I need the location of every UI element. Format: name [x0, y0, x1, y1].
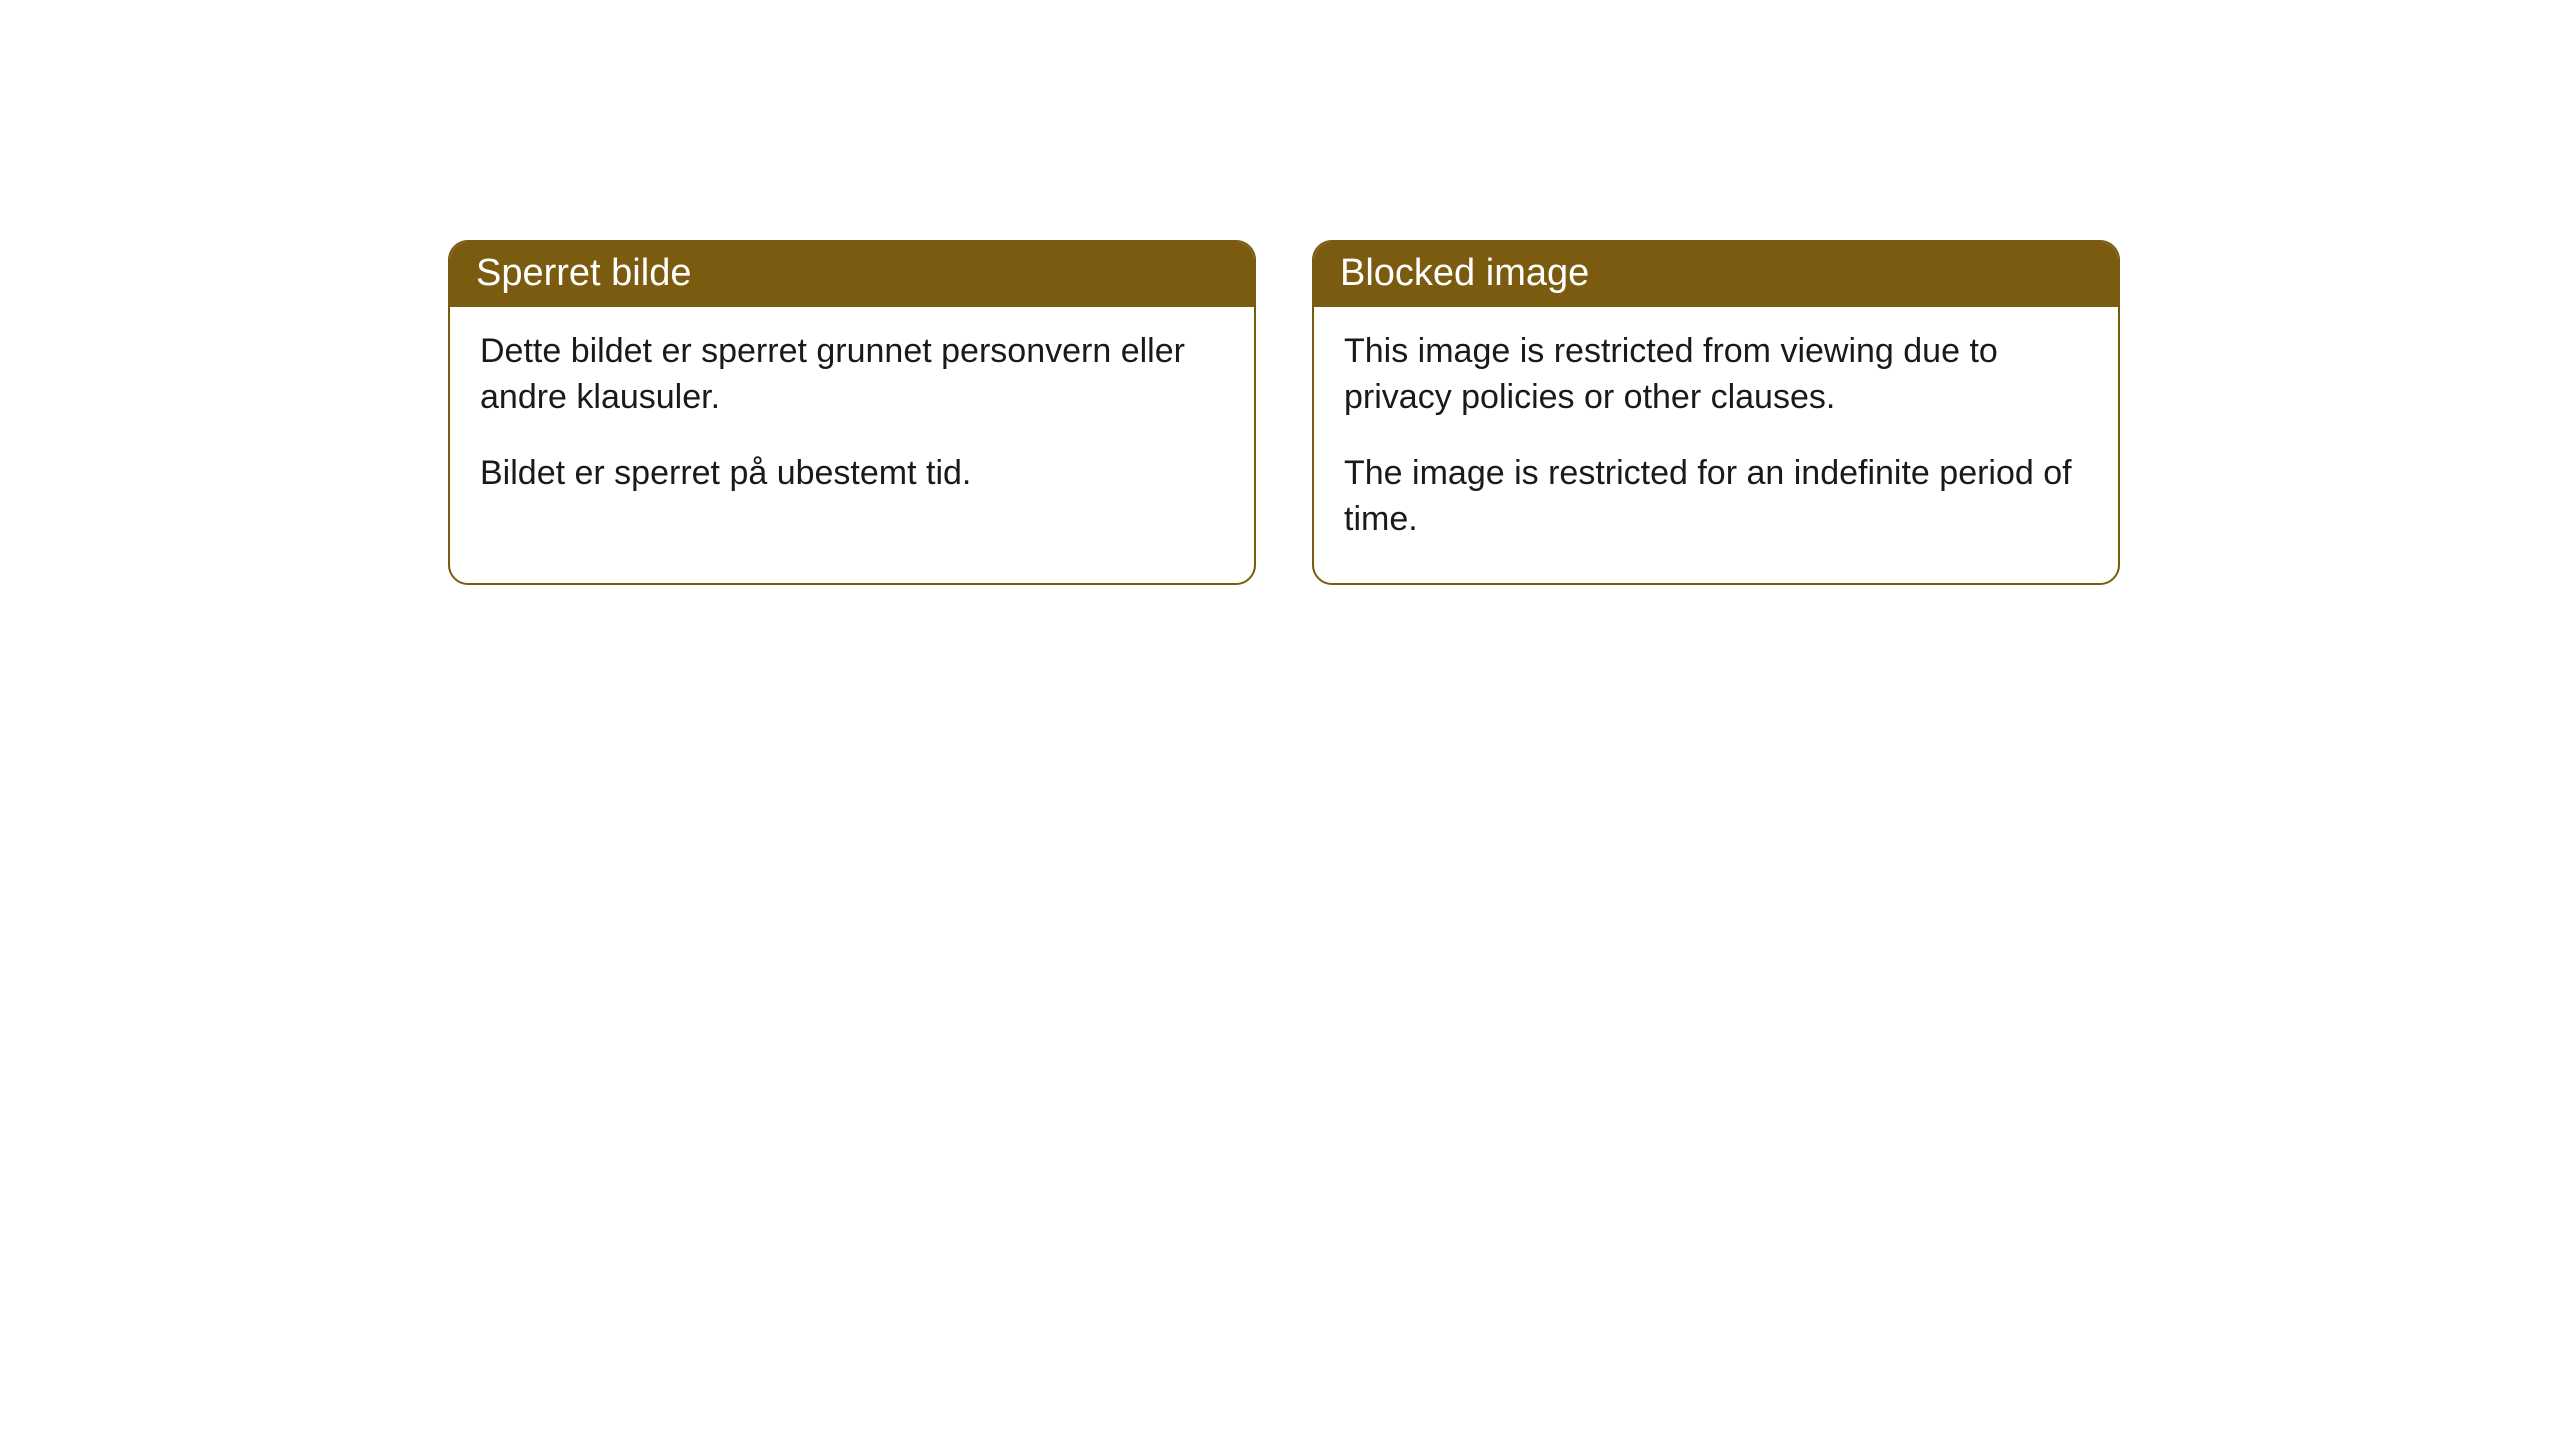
card-paragraph: Dette bildet er sperret grunnet personve… — [480, 329, 1224, 421]
card-body: This image is restricted from viewing du… — [1314, 307, 2118, 583]
notice-card-english: Blocked image This image is restricted f… — [1312, 240, 2120, 585]
notice-cards-container: Sperret bilde Dette bildet er sperret gr… — [448, 240, 2120, 585]
card-title: Blocked image — [1340, 252, 1589, 294]
card-title: Sperret bilde — [476, 252, 691, 294]
card-header: Blocked image — [1314, 242, 2118, 307]
card-body: Dette bildet er sperret grunnet personve… — [450, 307, 1254, 537]
card-paragraph: The image is restricted for an indefinit… — [1344, 451, 2088, 543]
notice-card-norwegian: Sperret bilde Dette bildet er sperret gr… — [448, 240, 1256, 585]
card-header: Sperret bilde — [450, 242, 1254, 307]
card-paragraph: This image is restricted from viewing du… — [1344, 329, 2088, 421]
card-paragraph: Bildet er sperret på ubestemt tid. — [480, 451, 1224, 497]
